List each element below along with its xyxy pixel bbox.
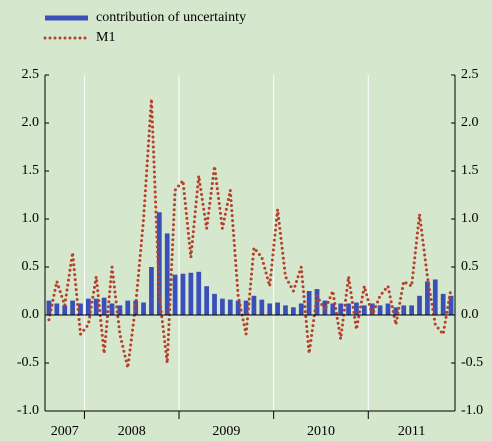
y-tick-label: 1.5 xyxy=(22,163,40,178)
y2-tick-label: 2.5 xyxy=(461,67,479,82)
bar xyxy=(117,305,123,315)
bar xyxy=(259,299,265,315)
y2-tick-label: 1.5 xyxy=(461,163,479,178)
bar xyxy=(188,272,194,315)
bar xyxy=(291,307,296,315)
bar xyxy=(377,305,383,315)
bar xyxy=(401,305,407,315)
x-tick-label: 2010 xyxy=(307,424,335,439)
legend-label: contribution of uncertainty xyxy=(96,10,246,25)
x-tick-label: 2007 xyxy=(51,424,79,439)
bar xyxy=(227,299,233,315)
bar xyxy=(125,300,131,315)
bar xyxy=(338,303,344,315)
bar xyxy=(440,293,446,315)
bar xyxy=(78,303,83,315)
bar xyxy=(70,300,75,315)
y2-tick-label: 2.0 xyxy=(461,115,479,130)
y-tick-label: 2.5 xyxy=(22,67,40,82)
y-tick-label: -0.5 xyxy=(17,355,39,370)
bar xyxy=(432,279,438,315)
bar xyxy=(425,281,430,315)
bar xyxy=(180,273,186,315)
y2-tick-label: -1.0 xyxy=(461,403,483,418)
x-tick-label: 2008 xyxy=(118,424,146,439)
bar xyxy=(243,300,249,315)
y-tick-label: 1.0 xyxy=(22,211,40,226)
bar xyxy=(267,303,273,315)
bar xyxy=(251,295,257,315)
bar xyxy=(164,233,170,315)
bar xyxy=(46,300,52,315)
bar xyxy=(149,267,154,315)
x-tick-label: 2011 xyxy=(398,424,425,439)
bar xyxy=(141,302,146,315)
y2-tick-label: 1.0 xyxy=(461,211,479,226)
bar xyxy=(354,302,359,315)
bar xyxy=(62,305,68,315)
y2-tick-label: -0.5 xyxy=(461,355,483,370)
x-tick-label: 2009 xyxy=(212,424,240,439)
y2-tick-label: 0.0 xyxy=(461,307,479,322)
bar xyxy=(235,300,241,315)
y-tick-label: 2.0 xyxy=(22,115,40,130)
bar xyxy=(109,303,115,315)
bar xyxy=(133,300,139,315)
y-tick-label: 0.0 xyxy=(22,307,40,322)
bar xyxy=(330,303,336,315)
bar xyxy=(361,305,367,315)
bar xyxy=(156,212,162,315)
bar xyxy=(86,298,91,315)
y2-tick-label: 0.5 xyxy=(461,259,479,274)
bar xyxy=(306,291,312,315)
bar xyxy=(172,274,178,315)
bar xyxy=(196,271,202,315)
bar xyxy=(448,295,454,315)
bar xyxy=(298,303,304,315)
bar xyxy=(93,298,99,315)
bar xyxy=(369,303,375,315)
bar xyxy=(275,302,280,315)
bar xyxy=(385,303,391,315)
line xyxy=(47,97,453,370)
bar xyxy=(204,286,209,315)
bar xyxy=(346,303,351,315)
y-tick-label: -1.0 xyxy=(17,403,39,418)
bar xyxy=(212,293,217,315)
bar xyxy=(54,303,60,315)
bar xyxy=(393,307,399,315)
bar xyxy=(220,298,225,315)
legend-label: M1 xyxy=(96,30,115,45)
y-tick-label: 0.5 xyxy=(22,259,40,274)
bar xyxy=(101,297,107,315)
bar xyxy=(409,305,414,315)
bar xyxy=(283,305,288,315)
bar xyxy=(417,295,422,315)
